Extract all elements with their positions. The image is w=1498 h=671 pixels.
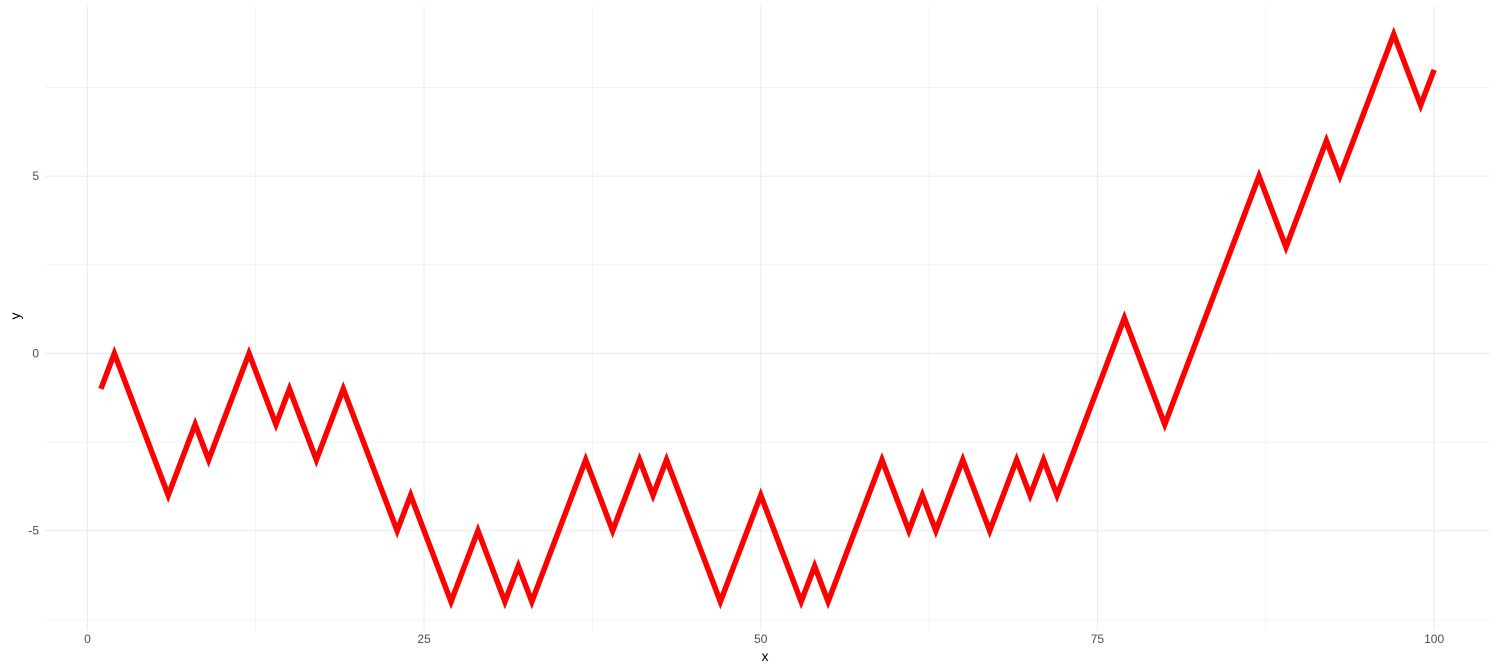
y-axis-title: y xyxy=(7,313,23,320)
y-tick-labels: -5 0 5 xyxy=(28,169,39,538)
y-tick-label: 5 xyxy=(32,169,39,183)
series-layer xyxy=(98,26,1437,610)
x-tick-label: 25 xyxy=(417,632,431,646)
y-tick-label: 0 xyxy=(32,346,39,360)
x-tick-label: 0 xyxy=(84,632,91,646)
series-line xyxy=(98,26,1437,610)
x-tick-label: 100 xyxy=(1424,632,1444,646)
x-tick-label: 50 xyxy=(754,632,768,646)
minor-gridlines xyxy=(45,6,1490,630)
x-axis-title: x xyxy=(762,648,769,664)
y-tick-label: -5 xyxy=(28,524,39,538)
x-tick-labels: 0 25 50 75 100 xyxy=(84,632,1444,646)
major-gridlines xyxy=(45,6,1490,630)
x-tick-label: 75 xyxy=(1091,632,1105,646)
